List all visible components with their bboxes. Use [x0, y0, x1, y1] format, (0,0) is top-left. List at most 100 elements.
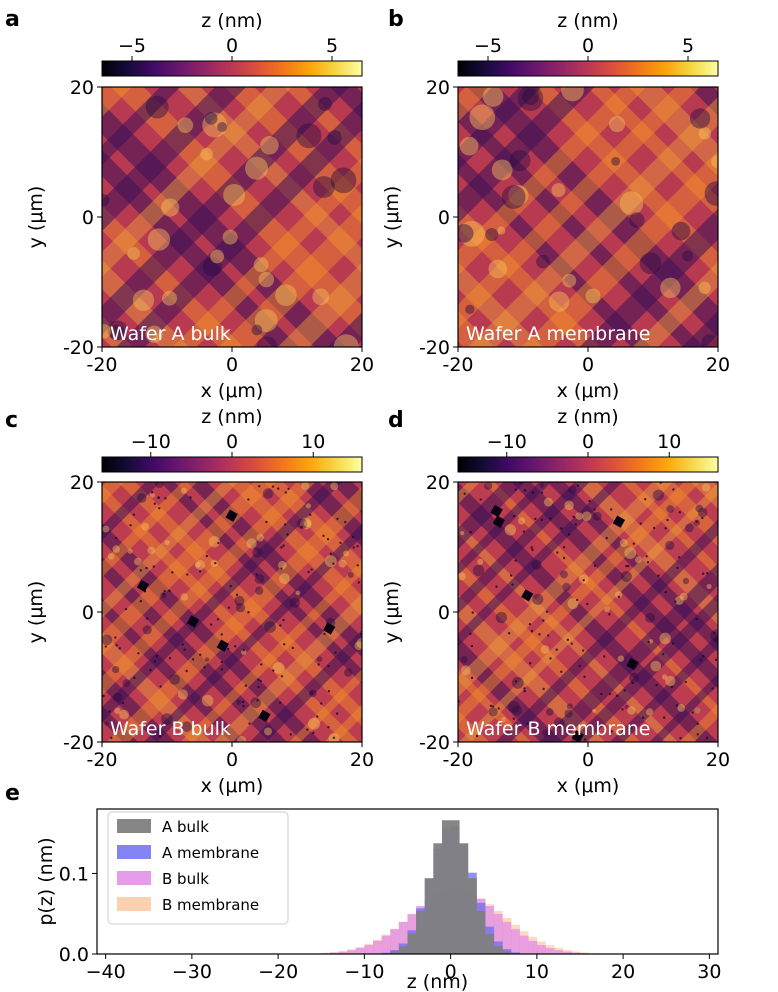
texture-band	[458, 87, 718, 347]
texture-pit	[283, 523, 287, 526]
texture-pit	[258, 484, 261, 488]
histogram-bar	[398, 946, 408, 954]
y-tick-label: 0	[82, 207, 94, 229]
texture-pit	[280, 546, 283, 549]
texture-pit	[705, 736, 709, 740]
texture-pit	[278, 701, 282, 704]
x-axis-label: x (μm)	[557, 775, 620, 797]
y-tick-label: -20	[63, 337, 94, 359]
texture-band	[458, 482, 708, 732]
texture-blob	[650, 660, 662, 672]
texture-blob	[469, 104, 496, 131]
texture-pit	[560, 527, 563, 530]
texture-band	[102, 482, 362, 742]
texture-blob	[347, 572, 354, 579]
texture-blob	[217, 122, 228, 133]
texture-band	[102, 87, 362, 347]
texture-blob	[566, 703, 573, 710]
texture-pit	[118, 647, 121, 650]
texture-band	[102, 540, 304, 742]
texture-blob	[330, 167, 357, 194]
texture-pit	[655, 683, 658, 687]
histogram-panel: e −40 −30 −20 −10 0 10 20 30 z (nm) 0.0 0.1p(z) (nm…	[5, 781, 721, 992]
texture-blob	[701, 334, 718, 347]
texture-pit	[701, 572, 705, 575]
texture-band	[516, 145, 718, 347]
y-tick-label: 0.1	[59, 863, 89, 885]
x-tick-label: -20	[442, 354, 473, 376]
texture-pit	[641, 716, 645, 719]
texture-blob	[181, 721, 192, 732]
texture-blob	[236, 699, 242, 705]
colorbar-title: z (nm)	[201, 406, 262, 428]
texture-pit	[621, 708, 624, 711]
texture-pit	[605, 536, 608, 540]
texture-pit	[549, 517, 552, 520]
texture-pit	[696, 733, 699, 736]
texture-blob	[338, 559, 347, 568]
texture-pit	[497, 707, 500, 710]
texture-band	[102, 482, 362, 742]
texture-blob	[698, 281, 711, 295]
texture-blob	[245, 156, 269, 180]
texture-band	[458, 542, 658, 742]
texture-blob	[142, 625, 152, 635]
texture-band	[102, 482, 334, 714]
texture-pit	[702, 655, 705, 658]
x-tick-label: 10	[525, 961, 549, 983]
texture-band	[102, 482, 362, 742]
texture-band	[102, 92, 357, 347]
texture-blob	[150, 492, 156, 498]
texture-blob	[136, 493, 147, 503]
histogram-bar	[502, 921, 512, 954]
texture-pit	[257, 678, 260, 681]
texture-pit	[583, 738, 587, 741]
texture-blob	[317, 96, 332, 111]
texture-band	[501, 482, 718, 699]
texture-blob	[330, 482, 339, 491]
texture-pit	[523, 489, 527, 492]
texture-band	[489, 87, 718, 316]
texture-pit	[146, 617, 149, 620]
texture-blob	[309, 690, 314, 696]
texture-pit	[284, 491, 287, 494]
texture-blob	[536, 254, 550, 269]
texture-pit	[549, 657, 552, 660]
texture-blob	[102, 525, 110, 533]
texture-pit	[677, 556, 681, 559]
texture-pit	[511, 583, 514, 586]
histogram-bar	[511, 952, 520, 954]
texture-blob	[102, 194, 110, 207]
texture-blob	[147, 228, 171, 251]
texture-blob	[624, 704, 629, 710]
y-tick-label: 0	[82, 602, 94, 624]
legend-swatch	[117, 871, 151, 885]
colorbar-tick-label: 0	[582, 35, 594, 57]
colorbar-tick-label: 10	[657, 431, 681, 453]
texture-band	[458, 91, 714, 347]
colorbar	[457, 60, 719, 77]
texture-pit	[344, 520, 347, 524]
texture-pit	[489, 704, 493, 708]
texture-band	[458, 87, 660, 289]
texture-blob	[706, 583, 712, 590]
colorbar-tick-label: −5	[118, 35, 146, 57]
texture-pit	[153, 502, 156, 505]
texture-pit	[542, 619, 545, 622]
texture-pit	[335, 712, 339, 715]
texture-blob	[194, 561, 201, 568]
texture-blob	[713, 637, 718, 644]
panel-letter: d	[388, 408, 404, 433]
texture-blob	[300, 517, 312, 530]
texture-pit	[272, 669, 275, 672]
texture-pit	[625, 564, 628, 568]
texture-pit	[657, 574, 660, 577]
legend: A bulk A membrane B bulk B membrane	[107, 811, 289, 925]
map-label: Wafer A bulk	[110, 323, 231, 345]
texture-blob	[255, 586, 264, 595]
plot-frame	[96, 808, 719, 955]
legend-swatch	[117, 819, 151, 833]
texture-pit	[320, 702, 323, 705]
texture-pit	[241, 700, 245, 704]
x-tick-label: -20	[86, 749, 117, 771]
